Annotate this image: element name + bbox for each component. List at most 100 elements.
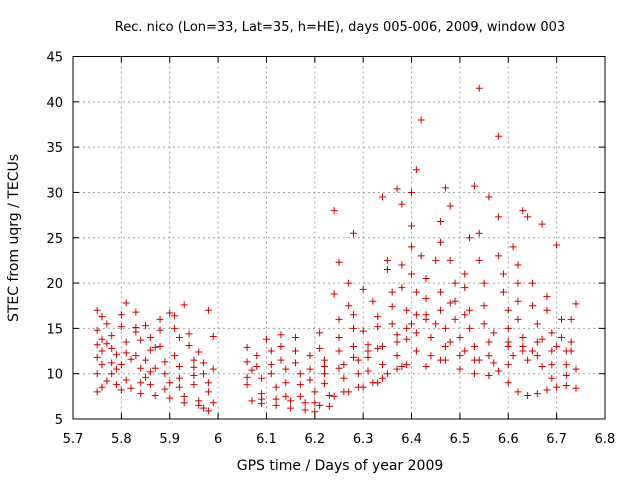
data-point [306, 365, 314, 373]
data-point [567, 338, 575, 346]
x-tick-label: 6.6 [498, 432, 519, 447]
y-axis-tick-labels: 5 10 15 20 25 30 35 40 45 [46, 51, 63, 429]
data-point [475, 256, 483, 264]
data-point [325, 402, 333, 410]
data-point [272, 401, 280, 409]
data-point [480, 302, 488, 310]
data-point [296, 392, 304, 400]
data-point [427, 333, 435, 341]
data-point [514, 261, 522, 269]
data-point [156, 326, 164, 334]
data-point [388, 303, 396, 311]
data-point [243, 358, 251, 366]
data-point [132, 308, 140, 316]
data-point [204, 379, 212, 387]
data-point [562, 381, 570, 389]
data-point [209, 399, 217, 407]
data-point [562, 372, 570, 379]
data-point [301, 406, 309, 414]
data-point [393, 338, 401, 346]
data-point [146, 368, 154, 376]
data-point [103, 320, 111, 328]
data-point [137, 390, 145, 398]
data-point [480, 279, 488, 287]
data-point [301, 399, 309, 407]
data-point [470, 370, 478, 378]
data-point [562, 361, 570, 369]
data-point [185, 342, 193, 350]
data-point [451, 315, 459, 323]
data-point [451, 279, 459, 287]
data-point [151, 364, 159, 372]
data-point [200, 404, 208, 412]
data-point [509, 243, 517, 251]
data-point [379, 361, 387, 369]
data-point [364, 353, 372, 361]
x-tick-label: 6.1 [256, 432, 277, 447]
data-points [93, 84, 580, 416]
data-point [466, 306, 474, 314]
data-point [180, 392, 188, 400]
data-point [350, 311, 358, 319]
data-point [557, 333, 565, 341]
data-point [171, 324, 179, 332]
data-point [108, 344, 116, 352]
data-point [548, 374, 556, 382]
data-point [175, 374, 183, 382]
data-point [93, 370, 101, 378]
data-point [335, 347, 343, 355]
data-point [146, 381, 154, 389]
data-point [277, 356, 285, 364]
data-point [320, 370, 328, 378]
data-point [335, 364, 343, 372]
data-point [553, 343, 561, 350]
y-tick-label: 35 [46, 141, 63, 156]
data-point [403, 306, 411, 314]
data-point [567, 315, 575, 323]
data-point [113, 365, 121, 373]
data-point [282, 392, 290, 400]
data-point [499, 288, 507, 296]
data-point [195, 401, 203, 409]
data-point [122, 299, 130, 307]
x-tick-label: 5.8 [111, 432, 132, 447]
data-point [388, 288, 396, 296]
data-point [456, 333, 464, 341]
data-point [151, 343, 159, 351]
data-point [379, 374, 387, 382]
data-point [320, 362, 328, 370]
x-tick-label: 6.7 [546, 432, 567, 447]
data-point [364, 367, 372, 375]
data-point [572, 365, 580, 373]
data-point [335, 315, 343, 323]
data-point [393, 331, 401, 339]
data-point [572, 300, 580, 308]
data-point [93, 353, 101, 361]
data-point [267, 347, 275, 355]
data-point [374, 344, 382, 352]
data-point [388, 320, 396, 328]
data-point [383, 265, 391, 273]
data-point [287, 404, 295, 412]
data-point [117, 311, 125, 319]
data-point [514, 315, 522, 323]
data-point [335, 333, 343, 341]
data-point [195, 348, 203, 356]
data-point [127, 384, 135, 392]
data-point [166, 379, 174, 387]
data-point [514, 388, 522, 396]
data-point [258, 395, 266, 403]
data-point [514, 297, 522, 305]
data-point [543, 293, 551, 301]
data-point [277, 343, 285, 350]
data-point [446, 202, 454, 210]
data-point [108, 332, 116, 340]
data-point [553, 241, 561, 249]
data-point [533, 352, 541, 360]
data-point [93, 326, 101, 334]
data-point [175, 383, 183, 391]
data-point [408, 270, 416, 278]
data-point [403, 361, 411, 369]
data-point [311, 388, 319, 396]
data-point [437, 288, 445, 296]
